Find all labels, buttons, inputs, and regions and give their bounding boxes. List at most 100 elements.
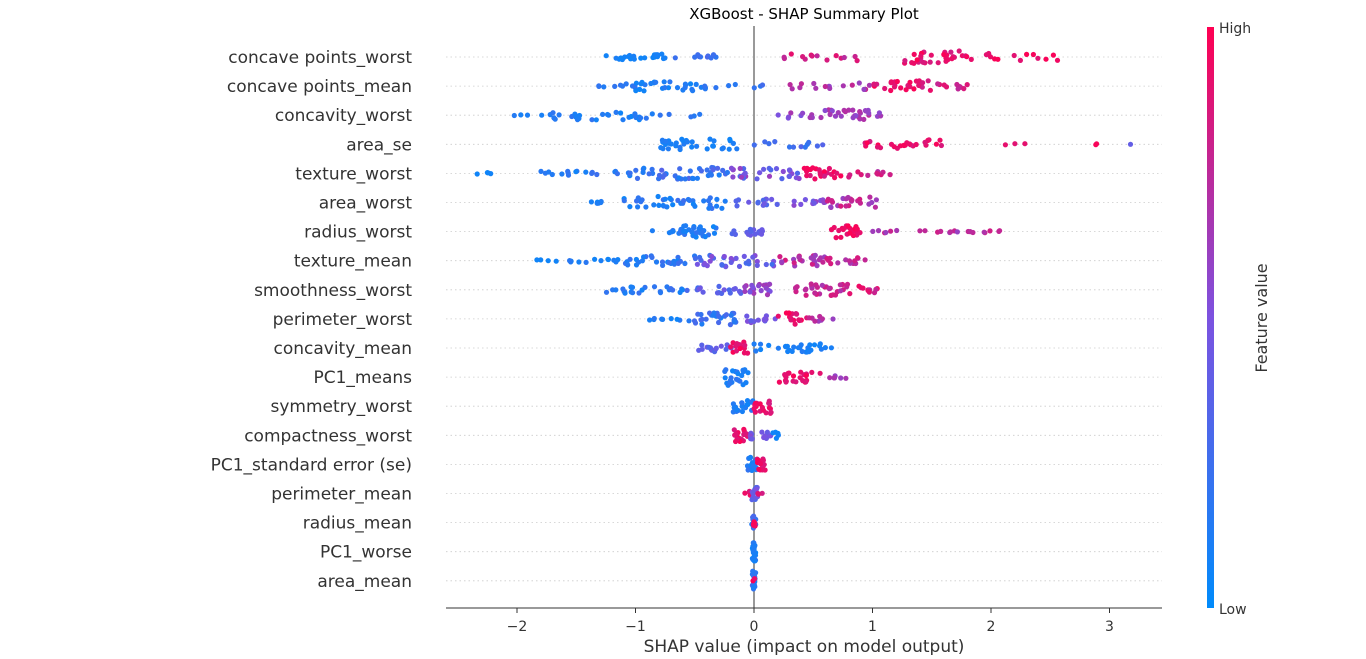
shap-point	[589, 170, 595, 176]
shap-point	[710, 312, 716, 318]
shap-point	[511, 112, 517, 119]
shap-point	[705, 198, 712, 204]
shap-point	[828, 204, 834, 210]
shap-point	[846, 258, 853, 264]
shap-point	[961, 86, 967, 92]
shap-point	[524, 112, 531, 118]
shap-point	[954, 229, 961, 235]
shap-point	[1035, 55, 1041, 61]
shap-point	[773, 166, 780, 172]
shap-point	[668, 286, 674, 292]
shap-point	[751, 519, 757, 525]
shap-point	[917, 228, 923, 234]
shap-point	[726, 146, 732, 152]
shap-point	[911, 86, 917, 92]
shap-point	[793, 311, 799, 317]
shap-point	[759, 82, 766, 88]
shap-point	[938, 228, 944, 234]
shap-point	[633, 167, 639, 173]
shap-point	[780, 168, 786, 175]
shap-point	[625, 262, 631, 268]
shap-point	[682, 85, 688, 91]
feature-label: PC1_standard error (se)	[211, 455, 412, 475]
feature-label: texture_worst	[295, 164, 412, 184]
shap-point	[649, 228, 656, 234]
shap-point	[742, 288, 748, 294]
shap-point	[791, 260, 797, 266]
shap-point	[797, 85, 803, 91]
shap-point	[745, 401, 751, 407]
shap-point	[734, 146, 740, 152]
shap-point	[764, 429, 771, 435]
shap-point	[728, 255, 734, 262]
shap-point	[788, 315, 794, 321]
shap-point	[474, 171, 480, 177]
shap-point	[682, 176, 688, 182]
shap-point	[643, 115, 649, 121]
shap-point	[753, 348, 759, 354]
shap-point	[903, 87, 909, 93]
shap-point	[750, 285, 756, 291]
shap-point	[592, 256, 598, 262]
feature-label: concavity_worst	[275, 106, 412, 126]
shap-point	[680, 138, 686, 144]
shap-point	[762, 316, 768, 322]
shap-point	[758, 288, 764, 294]
shap-point	[882, 85, 888, 92]
shap-point	[873, 197, 880, 203]
shap-point	[672, 55, 678, 61]
shap-point	[583, 259, 589, 265]
shap-point	[572, 111, 578, 117]
shap-point	[662, 85, 668, 91]
shap-point	[731, 286, 737, 292]
shap-point	[698, 257, 704, 263]
shap-point	[697, 111, 703, 117]
colorbar	[1207, 27, 1214, 608]
shap-point	[798, 342, 804, 348]
shap-point	[811, 257, 817, 263]
shap-point	[666, 260, 672, 266]
shap-point	[699, 321, 705, 327]
shap-point	[809, 369, 815, 375]
shap-point	[747, 455, 753, 461]
shap-point	[824, 57, 830, 63]
shap-point	[804, 173, 810, 179]
shap-point	[987, 54, 994, 60]
shap-point	[844, 281, 851, 287]
shap-point	[806, 349, 812, 355]
shap-point	[850, 115, 856, 121]
shap-point	[1002, 142, 1009, 148]
shap-point	[847, 230, 853, 236]
shap-point	[755, 457, 761, 463]
shap-point	[838, 173, 844, 179]
shap-point	[894, 78, 900, 85]
shap-point	[814, 284, 821, 290]
shap-point	[689, 144, 695, 150]
feature-label: concave points_mean	[227, 77, 412, 97]
feature-label: area_worst	[319, 194, 413, 214]
shap-point	[842, 109, 849, 115]
shap-point	[751, 341, 757, 347]
shap-point	[667, 79, 673, 85]
shap-point	[835, 260, 841, 266]
shap-point	[814, 143, 821, 149]
feature-label: texture_mean	[294, 252, 412, 272]
shap-point	[755, 317, 761, 323]
shap-point	[716, 319, 722, 326]
shap-point	[812, 252, 818, 258]
shap-point	[1017, 57, 1024, 64]
shap-point	[913, 141, 919, 148]
shap-point	[752, 542, 758, 549]
shap-point	[728, 165, 735, 171]
feature-label: smoothness_worst	[254, 281, 412, 301]
shap-point	[738, 174, 745, 180]
shap-point	[643, 204, 649, 210]
shap-point	[843, 375, 849, 381]
shap-point	[855, 255, 861, 261]
shap-point	[757, 341, 764, 347]
shap-point	[894, 227, 900, 234]
shap-point	[754, 258, 760, 265]
shap-point	[938, 142, 945, 149]
shap-point	[850, 107, 856, 113]
shap-point	[691, 225, 697, 231]
